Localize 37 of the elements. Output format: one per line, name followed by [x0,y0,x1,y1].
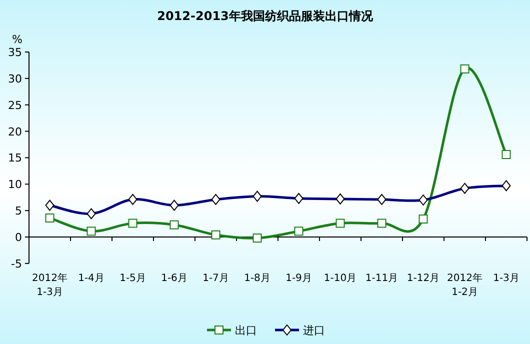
x-tick-label: 1-10月 [324,273,357,284]
point [170,220,179,230]
point [336,218,345,228]
x-tick-label: 1-11月 [365,273,398,284]
point [377,218,386,228]
chart-title: 2012-2013年我国纺织品服装出口情况 [157,9,374,23]
x-tick-label: 1-5月 [120,273,146,284]
legend-label: 进口 [303,324,325,337]
y-tick-label: 30 [8,72,22,86]
y-tick-label: 15 [8,152,22,165]
point [502,150,511,160]
point [460,64,470,74]
point [211,230,220,240]
x-tick-label: 1-12月 [406,273,440,284]
point [252,234,262,243]
y-tick-label: 25 [8,98,22,112]
x-tick-label: 1-8月 [244,273,270,284]
y-tick-label: 0 [15,231,22,244]
x-tick-label: 2012年 1-2月 [447,272,482,298]
point [128,218,138,228]
y-tick-label: 10 [8,178,22,192]
point [418,214,428,224]
x-tick-label: 1-4月 [78,273,104,284]
y-axis-title: % [12,33,22,46]
y-tick-label: 5 [15,204,22,218]
point [86,226,96,236]
x-tick-label: 1-3月 [493,273,520,284]
x-tick-label: 1-9月 [286,273,312,284]
x-tick-label: 2012年 1-3月 [32,272,68,298]
legend-label: 出口 [235,324,257,337]
x-tick-label: 1-7月 [202,273,229,284]
y-tick-label: 35 [8,46,22,59]
y-tick-label: -5 [11,257,22,270]
x-tick-label: 1-6月 [161,273,188,284]
point [294,226,304,236]
point [45,213,54,222]
y-tick-label: 20 [8,125,22,138]
